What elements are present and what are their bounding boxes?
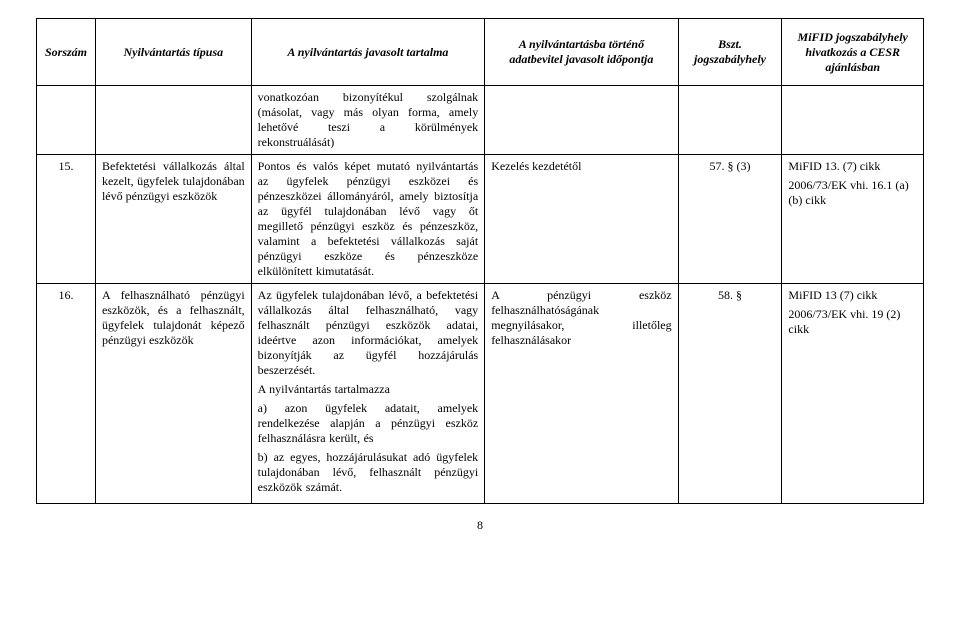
content-p2: A nyilvántartás tartalmazza bbox=[258, 382, 479, 397]
cell-content: Az ügyfelek tulajdonában lévő, a befekte… bbox=[251, 284, 485, 504]
cell-num: 16. bbox=[37, 284, 96, 504]
col-header-mifid: MiFID jogszabályhely hivatkozás a CESR a… bbox=[782, 19, 924, 86]
page-number: 8 bbox=[36, 518, 924, 533]
cell-num bbox=[37, 86, 96, 155]
cell-timing bbox=[485, 86, 678, 155]
cell-type: A felhasználható pénzügyi eszközök, és a… bbox=[95, 284, 251, 504]
cell-type bbox=[95, 86, 251, 155]
cell-bszt bbox=[678, 86, 782, 155]
page: Sorszám Nyilvántartás típusa A nyilvánta… bbox=[0, 0, 960, 533]
table-row: 16. A felhasználható pénzügyi eszközök, … bbox=[37, 284, 924, 504]
content-p1: Az ügyfelek tulajdonában lévő, a befekte… bbox=[258, 288, 479, 378]
cell-mifid bbox=[782, 86, 924, 155]
col-header-bszt: Bszt. jogszabályhely bbox=[678, 19, 782, 86]
cell-content: vonatkozóan bizonyítékul szolgálnak (más… bbox=[251, 86, 485, 155]
table-row: 15. Befektetési vállalkozás által kezelt… bbox=[37, 155, 924, 284]
cell-timing: A pénzügyi eszköz felhasználhatóságának … bbox=[485, 284, 678, 504]
cell-type: Befektetési vállalkozás által kezelt, üg… bbox=[95, 155, 251, 284]
cell-mifid: MiFID 13. (7) cikk 2006/73/EK vhi. 16.1 … bbox=[782, 155, 924, 284]
cell-bszt: 57. § (3) bbox=[678, 155, 782, 284]
col-header-sorszam: Sorszám bbox=[37, 19, 96, 86]
content-p3: a) azon ügyfelek adatait, amelyek rendel… bbox=[258, 401, 479, 446]
table-row: vonatkozóan bizonyítékul szolgálnak (más… bbox=[37, 86, 924, 155]
cell-num: 15. bbox=[37, 155, 96, 284]
col-header-tipus: Nyilvántartás típusa bbox=[95, 19, 251, 86]
cell-bszt: 58. § bbox=[678, 284, 782, 504]
col-header-tartalom: A nyilvántartás javasolt tartalma bbox=[251, 19, 485, 86]
cell-content: Pontos és valós képet mutató nyilvántart… bbox=[251, 155, 485, 284]
header-row: Sorszám Nyilvántartás típusa A nyilvánta… bbox=[37, 19, 924, 86]
cell-mifid: MiFID 13 (7) cikk 2006/73/EK vhi. 19 (2)… bbox=[782, 284, 924, 504]
mifid-ref-2: 2006/73/EK vhi. 16.1 (a) (b) cikk bbox=[788, 178, 917, 208]
cell-timing: Kezelés kezdetétől bbox=[485, 155, 678, 284]
records-table: Sorszám Nyilvántartás típusa A nyilvánta… bbox=[36, 18, 924, 504]
mifid-ref-1: MiFID 13. (7) cikk bbox=[788, 159, 917, 174]
col-header-idopont: A nyilvántartásba történő adatbevitel ja… bbox=[485, 19, 678, 86]
mifid-ref-2: 2006/73/EK vhi. 19 (2) cikk bbox=[788, 307, 917, 337]
mifid-ref-1: MiFID 13 (7) cikk bbox=[788, 288, 917, 303]
content-p4: b) az egyes, hozzájárulásukat adó ügyfel… bbox=[258, 450, 479, 495]
